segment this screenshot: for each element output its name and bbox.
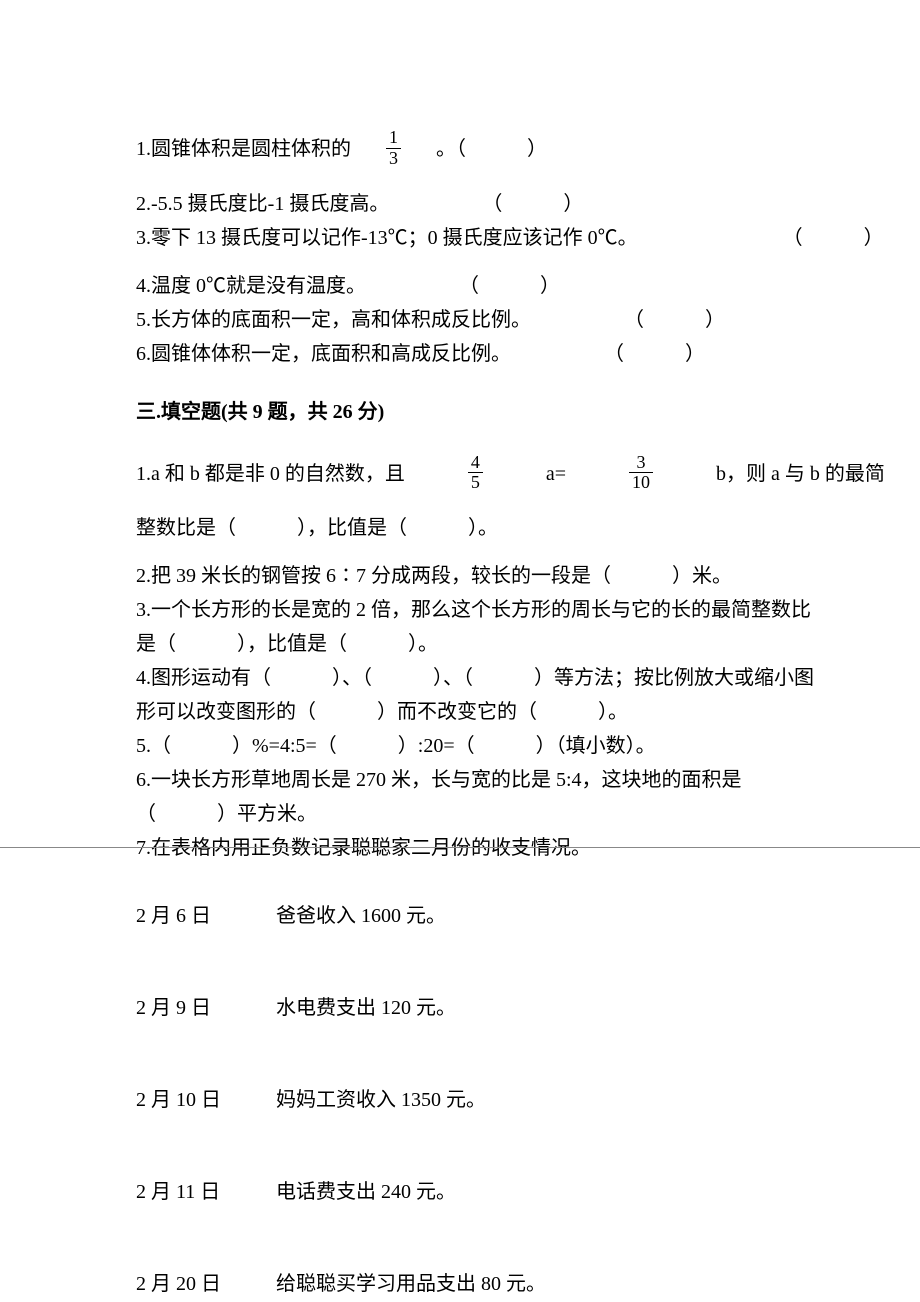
text: ）%=4:5=（: [232, 735, 337, 757]
section-3-header: 三.填空题(共 9 题，共 26 分): [136, 397, 784, 427]
denominator: 3: [386, 149, 401, 169]
s2-q3: 3.零下 13 摄氏度可以记作-13℃；0 摄氏度应该记作 0℃。 （ ）: [136, 223, 784, 253]
entry-text: 妈妈工资收入 1350 元。: [276, 1089, 486, 1111]
ledger-entry: 2 月 20 日给聪聪买学习用品支出 80 元。: [136, 1269, 784, 1299]
fraction-3-10: 3 10: [629, 453, 653, 494]
text: ）、（: [433, 667, 473, 689]
s2-q6: 6.圆锥体体积一定，底面积和高成反比例。 （ ）: [136, 339, 784, 369]
s3-q6-line2: （ ）平方米。: [136, 799, 784, 829]
s3-q5: 5.（ ）%=4:5=（ ）:20=（ ）（填小数）。: [136, 731, 784, 761]
text: （: [624, 309, 644, 331]
text: 形可以改变图形的（: [136, 701, 316, 723]
text: 7.在表格内用正负数记录聪聪家二月份的收支情况。: [136, 837, 591, 859]
fraction-1-3: 1 3: [386, 128, 401, 169]
denominator: 10: [629, 473, 653, 493]
ledger-entry: 2 月 11 日电话费支出 240 元。: [136, 1177, 784, 1207]
s3-q7: 7.在表格内用正负数记录聪聪家二月份的收支情况。: [136, 833, 784, 863]
text: ）。: [598, 701, 628, 723]
text: ）平方米。: [217, 803, 317, 825]
text: ）而不改变它的（: [377, 701, 537, 723]
text: ）: [685, 343, 705, 365]
entry-text: 水电费支出 120 元。: [276, 997, 456, 1019]
text: 3.零下 13 摄氏度可以记作-13℃；0 摄氏度应该记作 0℃。: [136, 227, 638, 249]
text: 。（: [436, 138, 466, 160]
numerator: 4: [468, 453, 483, 474]
text: （: [604, 343, 624, 365]
text: （: [459, 275, 479, 297]
text: 2.-5.5 摄氏度比-1 摄氏度高。: [136, 193, 389, 215]
ledger-entries: 2 月 6 日爸爸收入 1600 元。2 月 9 日水电费支出 120 元。2 …: [136, 901, 784, 1299]
text: ）: [864, 227, 884, 249]
text: 6.一块长方形草地周长是 270 米，长与宽的比是 5:4，这块地的面积是: [136, 769, 742, 791]
entry-text: 给聪聪买学习用品支出 80 元。: [276, 1273, 546, 1295]
s3-q1-line1: 1.a 和 b 都是非 0 的自然数，且 4 5 a= 3 10 b，则 a 与…: [136, 455, 784, 496]
text: a=: [546, 462, 566, 484]
s3-q3-line1: 3.一个长方形的长是宽的 2 倍，那么这个长方形的周长与它的长的最简整数比: [136, 595, 784, 625]
s3-q4-line1: 4.图形运动有（ ）、（ ）、（ ）等方法；按比例放大或缩小图: [136, 663, 784, 693]
strikethrough-line: [0, 847, 920, 848]
text: ）（填小数）。: [536, 735, 656, 757]
text: ）: [563, 193, 583, 215]
ledger-entry: 2 月 10 日妈妈工资收入 1350 元。: [136, 1085, 784, 1115]
s3-q2: 2.把 39 米长的钢管按 6∶7 分成两段，较长的一段是（ ）米。: [136, 561, 784, 591]
text: 1.a 和 b 都是非 0 的自然数，且: [136, 462, 405, 484]
text: ），比值是（: [297, 517, 407, 539]
entry-date: 2 月 10 日: [136, 1085, 276, 1115]
s2-q4: 4.温度 0℃就是没有温度。 （ ）: [136, 271, 784, 301]
entry-date: 2 月 6 日: [136, 901, 276, 931]
text: 2.把 39 米长的钢管按 6∶7 分成两段，较长的一段是（: [136, 565, 611, 587]
text: ）: [705, 309, 725, 331]
text: ），比值是（: [237, 633, 347, 655]
numerator: 1: [386, 128, 401, 149]
text: ）等方法；按比例放大或缩小图: [534, 667, 814, 689]
denominator: 5: [468, 473, 483, 493]
text: 5.（: [136, 735, 171, 757]
entry-text: 电话费支出 240 元。: [276, 1181, 456, 1203]
text: ）。: [468, 517, 498, 539]
text: ）、（: [332, 667, 372, 689]
text: ）: [527, 138, 547, 160]
text: 6.圆锥体体积一定，底面积和高成反比例。: [136, 343, 511, 365]
fraction-4-5: 4 5: [468, 453, 483, 494]
text: ）: [540, 275, 560, 297]
entry-date: 2 月 20 日: [136, 1269, 276, 1299]
text: 5.长方体的底面积一定，高和体积成反比例。: [136, 309, 531, 331]
s3-q4-line2: 形可以改变图形的（ ）而不改变它的（ ）。: [136, 697, 784, 727]
text: （: [136, 803, 156, 825]
ledger-entry: 2 月 6 日爸爸收入 1600 元。: [136, 901, 784, 931]
s2-q5: 5.长方体的底面积一定，高和体积成反比例。 （ ）: [136, 305, 784, 335]
s2-q2: 2.-5.5 摄氏度比-1 摄氏度高。 （ ）: [136, 189, 784, 219]
text: 整数比是（: [136, 517, 236, 539]
entry-date: 2 月 9 日: [136, 993, 276, 1023]
ledger-entry: 2 月 9 日水电费支出 120 元。: [136, 993, 784, 1023]
text: b，则 a 与 b 的最简: [716, 462, 885, 484]
s3-q1-line2: 整数比是（ ），比值是（ ）。: [136, 513, 784, 543]
s2-q1: 1.圆锥体积是圆柱体积的 1 3 。（ ）: [136, 130, 784, 171]
text: （: [783, 227, 803, 249]
text: 1.圆锥体积是圆柱体积的: [136, 138, 351, 160]
text: 4.温度 0℃就是没有温度。: [136, 275, 366, 297]
text: 4.图形运动有（: [136, 667, 271, 689]
s3-q6-line1: 6.一块长方形草地周长是 270 米，长与宽的比是 5:4，这块地的面积是: [136, 765, 784, 795]
text: ）米。: [672, 565, 732, 587]
text: （: [482, 193, 502, 215]
text: 是（: [136, 633, 176, 655]
entry-text: 爸爸收入 1600 元。: [276, 905, 446, 927]
numerator: 3: [629, 453, 653, 474]
entry-date: 2 月 11 日: [136, 1177, 276, 1207]
text: ）。: [408, 633, 438, 655]
text: ）:20=（: [398, 735, 475, 757]
text: 3.一个长方形的长是宽的 2 倍，那么这个长方形的周长与它的长的最简整数比: [136, 599, 811, 621]
s3-q3-line2: 是（ ），比值是（ ）。: [136, 629, 784, 659]
